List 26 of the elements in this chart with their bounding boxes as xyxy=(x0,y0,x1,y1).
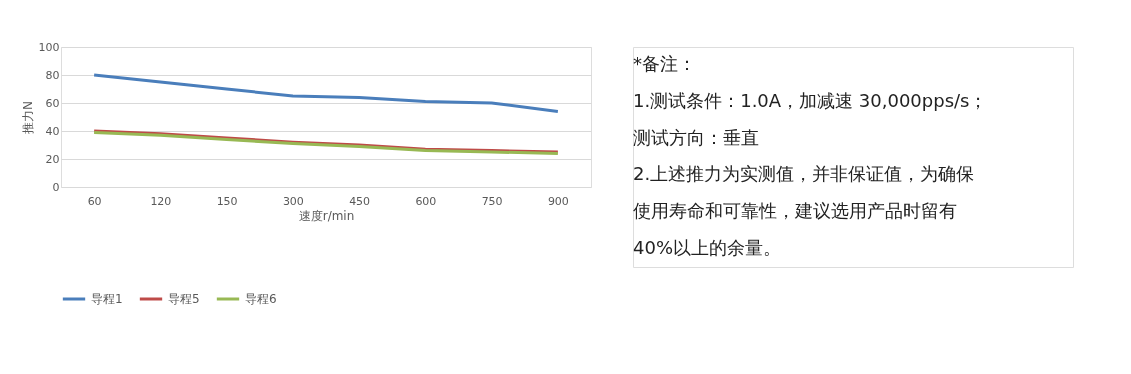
line-series xyxy=(92,73,560,113)
x-tick-label: 120 xyxy=(150,194,172,208)
text: 40%以上的余量。 xyxy=(633,236,782,258)
x-tick-label: 450 xyxy=(349,194,371,208)
x-tick-label: 300 xyxy=(282,194,304,208)
text: 2.上述推力为实测值，并非保证值，为确保 xyxy=(633,163,975,185)
x-axis-title: 速度r/min xyxy=(298,208,355,223)
y-tick-label: 80 xyxy=(45,68,60,82)
legend-label: 导程6 xyxy=(245,292,277,306)
legend-label: 导程1 xyxy=(91,292,123,306)
y-tick-label: 40 xyxy=(45,124,60,138)
text: 使用寿命和可靠性，建议选用产品时留有 xyxy=(633,200,957,221)
x-tick-label: 600 xyxy=(415,194,437,208)
text: *备注： xyxy=(633,53,696,75)
x-tick-label: 900 xyxy=(547,194,569,208)
legend-label: 导程5 xyxy=(168,292,200,306)
x-tick-label: 750 xyxy=(481,194,503,208)
text: 1.测试条件：1.0A，加减速 30,000pps/s； xyxy=(633,90,988,111)
y-axis-title: 推力N xyxy=(20,101,35,134)
text: 测试方向：垂直 xyxy=(633,126,759,148)
y-tick-label: 20 xyxy=(45,152,60,166)
x-tick-label: 150 xyxy=(216,194,238,208)
y-tick-label: 60 xyxy=(45,96,60,110)
y-tick-label: 100 xyxy=(38,40,60,54)
y-tick-label: 0 xyxy=(52,180,60,194)
x-tick-label: 60 xyxy=(87,194,102,208)
